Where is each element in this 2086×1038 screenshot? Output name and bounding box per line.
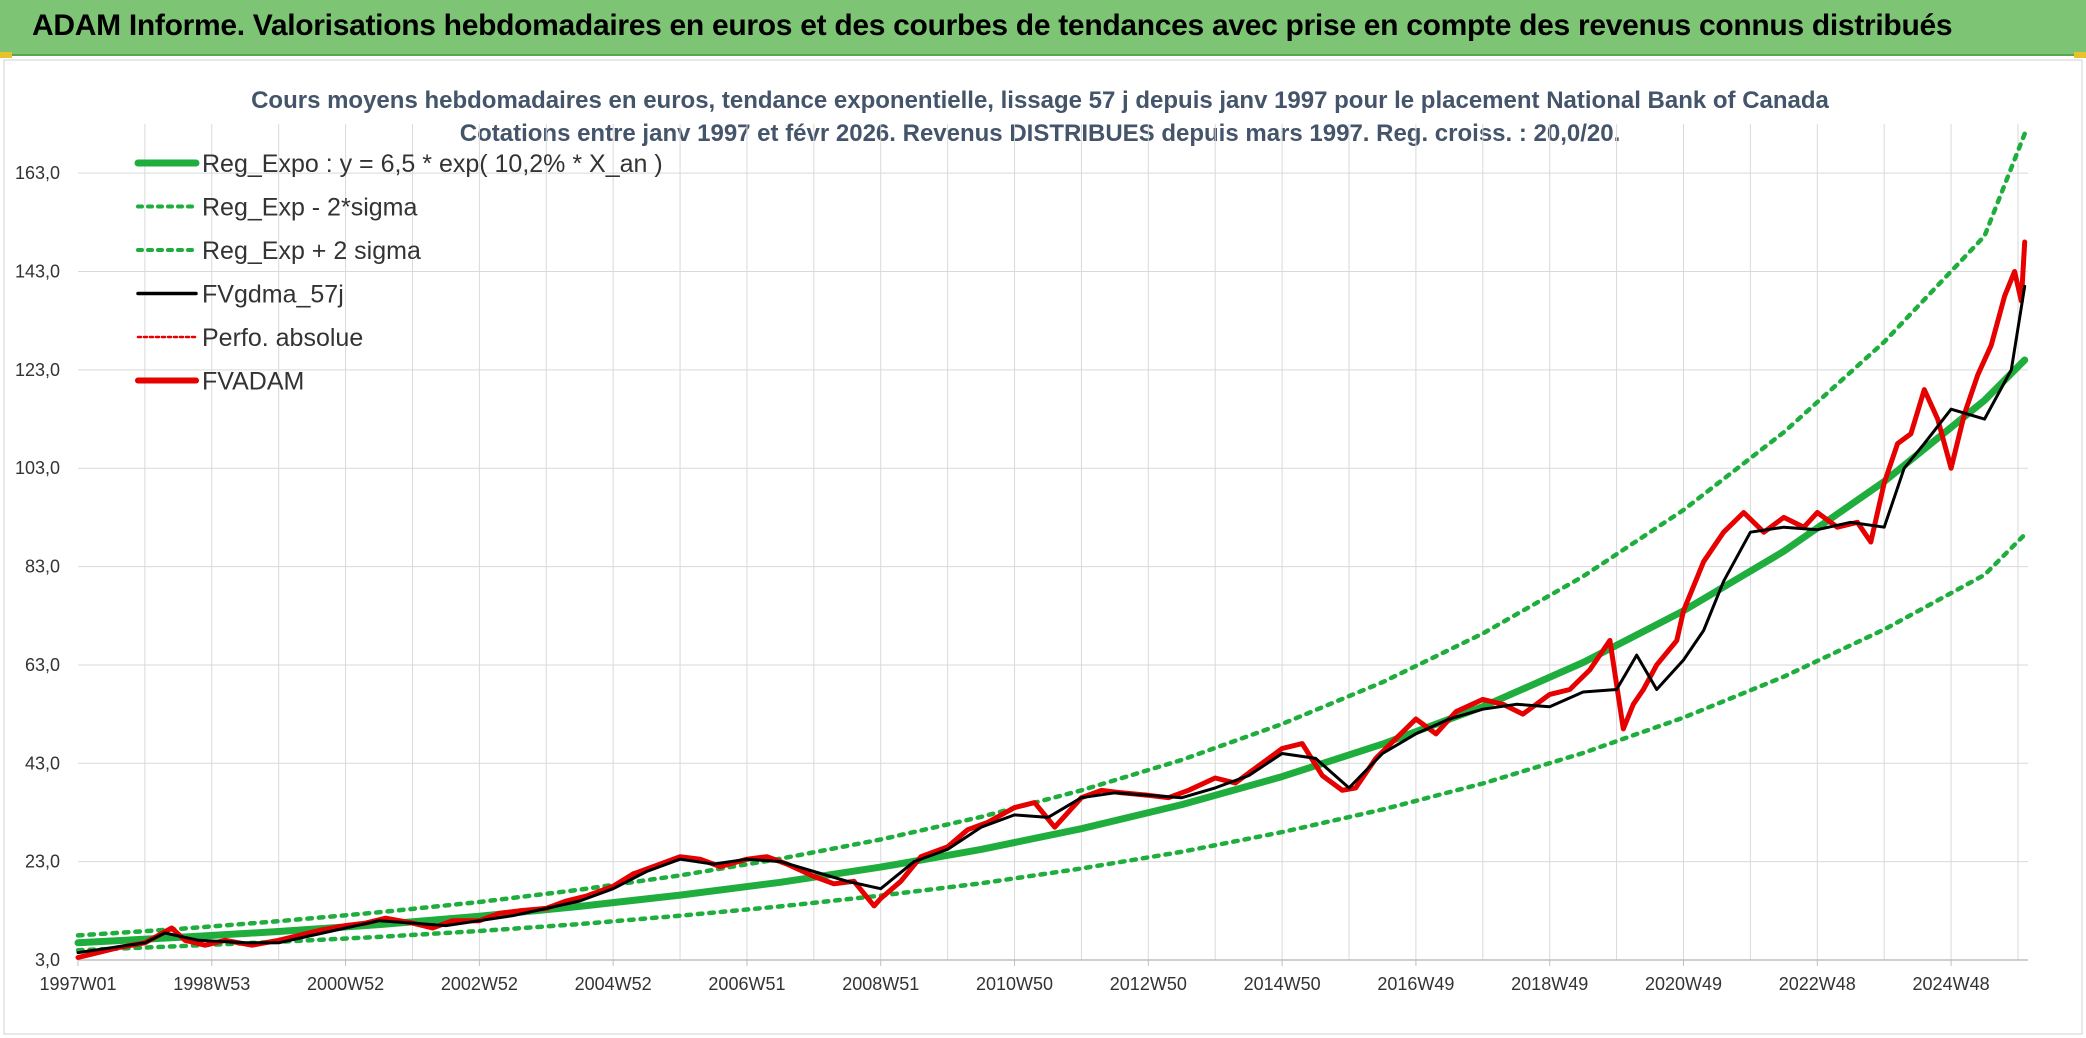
legend-label: FVgdma_57j — [202, 281, 344, 309]
x-tick-label: 2002W52 — [441, 974, 518, 994]
x-tick-label: 1998W53 — [173, 974, 250, 994]
x-tick-label: 2018W49 — [1511, 974, 1588, 994]
x-tick-label: 2024W48 — [1913, 974, 1990, 994]
legend-label: FVADAM — [202, 368, 304, 396]
grid-lines — [78, 124, 2028, 961]
legend-label: Reg_Exp + 2 sigma — [202, 237, 421, 265]
series-line-2 — [75, 131, 2027, 938]
chart-title: Cours moyens hebdomadaires en euros, ten… — [251, 87, 1829, 114]
x-tick-label: 2000W52 — [307, 974, 384, 994]
chart-subtitle: Cotations entre janv 1997 et févr 2026. … — [460, 120, 1621, 147]
x-tick-label: 1997W01 — [39, 974, 116, 994]
x-tick-label: 2012W50 — [1110, 974, 1187, 994]
x-tick-label: 2020W49 — [1645, 974, 1722, 994]
y-tick-label: 63,0 — [25, 655, 60, 675]
corner-mark-left — [0, 52, 12, 58]
y-tick-label: 83,0 — [25, 557, 60, 577]
chart-frame — [3, 59, 2083, 1035]
chart-canvas: Cours moyens hebdomadaires en euros, ten… — [3, 59, 2083, 1035]
y-tick-label: 43,0 — [25, 753, 60, 773]
series-layer — [74, 131, 2029, 960]
y-tick-label: 23,0 — [25, 852, 60, 872]
x-tick-label: 2004W52 — [575, 974, 652, 994]
x-tick-label: 2014W50 — [1244, 974, 1321, 994]
x-tick-label: 2008W51 — [842, 974, 919, 994]
legend-label: Reg_Exp - 2*sigma — [202, 194, 417, 222]
y-tick-label: 143,0 — [15, 262, 60, 282]
banner-title: ADAM Informe. Valorisations hebdomadaire… — [32, 9, 1953, 42]
x-tick-label: 2022W48 — [1779, 974, 1856, 994]
y-axis-ticks: 3,0 23,0 43,0 63,0 83,0 103,0 123,0 143,0 163,0 — [15, 163, 60, 970]
series-line-1 — [75, 532, 2027, 953]
legend: Reg_Expo : y = 6,5 * exp( 10,2% * X_an )… — [134, 150, 663, 396]
x-tick-label: 2006W51 — [708, 974, 785, 994]
x-axis-ticks: 1997W01 1998W53 2000W52 2002W52 2004W52 2006W… — [39, 960, 1990, 994]
y-tick-label: 123,0 — [15, 360, 60, 380]
corner-mark-right — [2074, 52, 2086, 58]
y-tick-label: 163,0 — [15, 163, 60, 183]
page-banner: ADAM Informe. Valorisations hebdomadaire… — [0, 0, 2086, 56]
legend-label: Perfo. absolue — [202, 324, 363, 352]
y-tick-label: 3,0 — [35, 950, 60, 970]
x-tick-label: 2010W50 — [976, 974, 1053, 994]
y-tick-label: 103,0 — [15, 458, 60, 478]
legend-label: Reg_Expo : y = 6,5 * exp( 10,2% * X_an ) — [202, 150, 663, 178]
series-line-3 — [76, 284, 2027, 955]
x-tick-label: 2016W49 — [1377, 974, 1454, 994]
